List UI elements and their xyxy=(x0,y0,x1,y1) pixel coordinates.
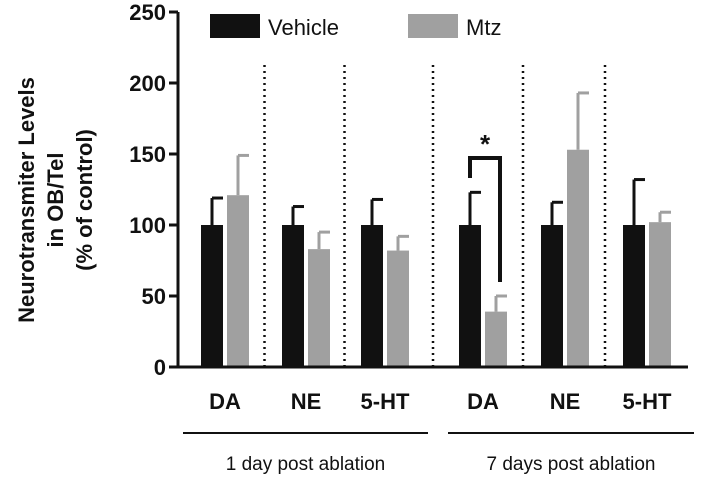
bar-vehicle-2 xyxy=(361,225,383,367)
significance-star-0: * xyxy=(480,129,491,159)
y-tick-label-4: 200 xyxy=(129,71,166,96)
x-axis: DA NE 5-HT DA NE 5-HT xyxy=(178,365,688,414)
y-axis-title: Neurotransmiter Levels in OB/Tel (% of c… xyxy=(14,77,97,323)
bar-vehicle-3 xyxy=(459,225,481,367)
group-label-1: 7 days post ablation xyxy=(486,454,655,475)
bar-vehicle-0 xyxy=(201,225,223,367)
legend: Vehicle Mtz xyxy=(210,14,501,40)
bar-vehicle-5 xyxy=(623,225,645,367)
x-tick-label-0: DA xyxy=(209,389,241,414)
significance-bracket-0 xyxy=(468,156,502,282)
bar-mtz-3 xyxy=(485,311,507,367)
legend-swatch-vehicle xyxy=(210,14,260,38)
separators xyxy=(263,65,607,367)
bar-vehicle-4 xyxy=(541,225,563,367)
bar-mtz-2 xyxy=(387,250,409,367)
x-tick-label-3: DA xyxy=(467,389,499,414)
y-axis-title-line-1: Neurotransmiter Levels xyxy=(14,77,39,323)
x-tick-label-2: 5-HT xyxy=(361,389,410,414)
bar-vehicle-1 xyxy=(282,225,304,367)
x-tick-label-4: NE xyxy=(550,389,581,414)
bar-mtz-1 xyxy=(308,249,330,367)
y-tick-label-0: 0 xyxy=(154,355,166,380)
bar-mtz-0 xyxy=(227,195,249,367)
x-tick-label-5: 5-HT xyxy=(623,389,672,414)
y-axis-title-line-3: (% of control) xyxy=(72,129,97,271)
significance-markers: * xyxy=(468,129,502,282)
legend-label-vehicle: Vehicle xyxy=(268,15,339,40)
bars xyxy=(201,149,671,367)
group-label-0: 1 day post ablation xyxy=(226,454,386,475)
bar-mtz-5 xyxy=(649,222,671,367)
y-axis: 0 50 100 150 200 250 xyxy=(129,0,180,380)
y-tick-label-1: 50 xyxy=(142,284,166,309)
group-labels: 1 day post ablation 7 days post ablation xyxy=(183,432,694,475)
x-tick-label-1: NE xyxy=(291,389,322,414)
error-bars xyxy=(210,91,671,312)
y-tick-label-5: 250 xyxy=(129,0,166,25)
legend-label-mtz: Mtz xyxy=(466,15,501,40)
legend-swatch-mtz xyxy=(408,14,458,38)
y-tick-label-2: 100 xyxy=(129,213,166,238)
y-tick-label-3: 150 xyxy=(129,142,166,167)
y-axis-title-line-2: in OB/Tel xyxy=(43,153,68,248)
bar-mtz-4 xyxy=(567,149,589,367)
